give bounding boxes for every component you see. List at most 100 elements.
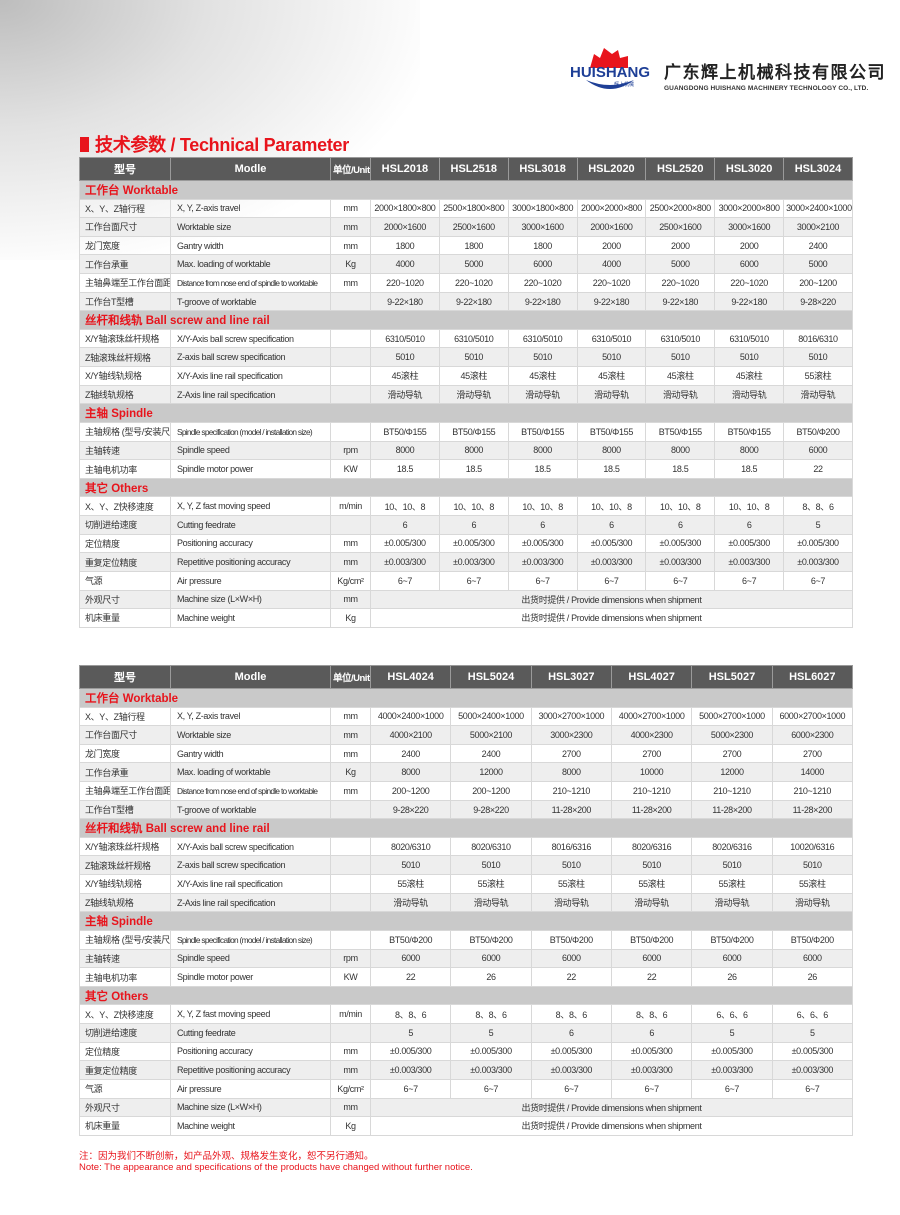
row-label-zh: 定位精度 xyxy=(79,1041,171,1062)
section-title: 丝杆和线轨 Ball screw and line rail xyxy=(79,310,853,330)
value-cell: 6~7 xyxy=(576,570,647,591)
value-cell: BT50/Φ155 xyxy=(645,421,716,442)
row-label-zh: 主轴转速 xyxy=(79,948,171,969)
table-row: 工作台承重 Max. loading of worktable Kg 4000 5000… xyxy=(79,254,853,275)
value-cell: 出货时提供 / Provide dimensions when shipment xyxy=(370,1097,853,1118)
header-unit: 单位/Unit xyxy=(330,157,371,181)
value-cell: 滑动导轨 xyxy=(438,384,509,405)
value-cell: 55滚柱 xyxy=(610,874,693,894)
value-cell: 6310/5010 xyxy=(370,328,440,349)
value-cell: ±0.003/300 xyxy=(438,552,509,572)
value-cell: 220~1020 xyxy=(370,273,440,293)
row-label-en: Distance from nose end of spindle to wor… xyxy=(170,273,331,293)
row-unit xyxy=(330,384,371,405)
value-cell: 5010 xyxy=(369,855,452,876)
value-cell: 6~7 xyxy=(438,570,509,591)
value-cell: 3000×2700×1000 xyxy=(530,706,612,727)
value-cell: BT50/Φ155 xyxy=(370,421,440,442)
value-cell: 6 xyxy=(645,514,716,535)
value-cell: 1800 xyxy=(370,235,440,256)
value-cell: 9-22×180 xyxy=(507,291,578,312)
row-label-zh: 主轴转速 xyxy=(79,440,171,461)
table-row: 重复定位精度 Repetitive positioning accuracy mm ±… xyxy=(79,1060,853,1080)
value-cell: 2400 xyxy=(369,743,452,764)
value-cell: 8、8、6 xyxy=(530,1004,612,1024)
value-cell: 6 xyxy=(507,514,578,535)
row-unit xyxy=(330,514,371,535)
row-label-en: Spindle motor power xyxy=(170,459,331,479)
row-unit: mm xyxy=(330,1041,371,1062)
row-label-en: Machine weight xyxy=(170,1116,331,1136)
value-cell: 6~7 xyxy=(369,1078,452,1099)
value-cell: 5000×2400×1000 xyxy=(450,706,532,727)
section-title: 工作台 Worktable xyxy=(79,688,853,708)
value-cell: 8000 xyxy=(530,762,612,783)
value-cell: 6000×2300 xyxy=(771,725,853,745)
table-row: 主轴转速 Spindle speed rpm 6000 6000 6000 6000 6000… xyxy=(79,948,853,969)
value-cell: 6 xyxy=(438,514,509,535)
value-cell: 8、8、6 xyxy=(450,1004,532,1024)
row-unit xyxy=(330,929,371,950)
value-cell: 6310/5010 xyxy=(714,328,785,349)
table-row: 气源 Air pressure Kg/cm² 6~7 6~7 6~7 6~7 6~7 6~7 xyxy=(79,1078,853,1099)
section-title: 工作台 Worktable xyxy=(79,180,853,200)
header-model-hsl3018: HSL3018 xyxy=(507,157,578,181)
row-label-en: X, Y, Z fast moving speed xyxy=(170,496,331,516)
row-unit xyxy=(330,347,371,368)
row-label-zh: Z轴滚珠丝杆规格 xyxy=(79,855,171,876)
row-label-en: Air pressure xyxy=(170,1078,331,1099)
section-row: 其它 Others xyxy=(79,985,853,1006)
value-cell: 3000×1600 xyxy=(714,217,785,237)
value-cell: 6000 xyxy=(450,948,532,969)
row-label-zh: 工作台面尺寸 xyxy=(79,217,171,237)
row-unit xyxy=(330,291,371,312)
value-cell: 8020/6310 xyxy=(450,836,532,857)
value-cell: 11-28×200 xyxy=(610,799,693,820)
row-label-en: X, Y, Z-axis travel xyxy=(170,198,331,219)
row-unit: mm xyxy=(330,743,371,764)
row-label-en: Positioning accuracy xyxy=(170,1041,331,1062)
row-label-en: Repetitive positioning accuracy xyxy=(170,1060,331,1080)
value-cell: 8016/6316 xyxy=(530,836,612,857)
header-model-en: Modle xyxy=(170,157,331,181)
value-cell: 45滚柱 xyxy=(507,366,578,386)
value-cell: 4000×2400×1000 xyxy=(369,706,452,727)
row-unit: mm xyxy=(330,235,371,256)
value-cell: 6、6、6 xyxy=(691,1004,773,1024)
value-cell: 滑动导轨 xyxy=(610,892,693,913)
value-cell: 5000×2300 xyxy=(691,725,773,745)
title-bar-icon xyxy=(80,136,89,152)
row-label-en: Max. loading of worktable xyxy=(170,762,331,783)
row-unit: mm xyxy=(330,589,371,610)
row-unit: m/min xyxy=(330,1004,371,1024)
row-label-zh: 工作台T型槽 xyxy=(79,799,171,820)
table-row: X、Y、Z轴行程 X, Y, Z-axis travel mm 2000×1800×8… xyxy=(79,198,853,219)
value-cell: ±0.005/300 xyxy=(714,533,785,554)
row-unit: mm xyxy=(330,1097,371,1118)
value-cell: 2700 xyxy=(691,743,773,764)
row-label-en: Gantry width xyxy=(170,235,331,256)
value-cell: ±0.003/300 xyxy=(507,552,578,572)
value-cell: 6~7 xyxy=(714,570,785,591)
value-cell: 6310/5010 xyxy=(438,328,509,349)
value-cell: 10、10、8 xyxy=(714,496,785,516)
value-cell: 9-28×220 xyxy=(783,291,853,312)
row-label-en: Spindle specification (model / installat… xyxy=(170,929,331,950)
row-label-en: X/Y-Axis line rail specification xyxy=(170,874,331,894)
value-cell: 2500×1600 xyxy=(438,217,509,237)
value-cell: 6~7 xyxy=(771,1078,853,1099)
value-cell: 1800 xyxy=(438,235,509,256)
row-label-en: Repetitive positioning accuracy xyxy=(170,552,331,572)
header-model-hsl3020: HSL3020 xyxy=(714,157,785,181)
table-row: 工作台T型槽 T-groove of worktable 9-22×180 9-22×… xyxy=(79,291,853,312)
row-unit: Kg/cm² xyxy=(330,1078,371,1099)
table-row: X/Y轴线轨规格 X/Y-Axis line rail specification… xyxy=(79,366,853,386)
row-label-zh: 机床重量 xyxy=(79,1116,171,1136)
value-cell: 5000 xyxy=(645,254,716,275)
value-cell: BT50/Φ200 xyxy=(369,929,452,950)
value-cell: 22 xyxy=(530,967,612,987)
row-label-en: T-groove of worktable xyxy=(170,799,331,820)
value-cell: 26 xyxy=(691,967,773,987)
header-model-en: Modle xyxy=(170,665,331,689)
row-unit xyxy=(330,799,371,820)
